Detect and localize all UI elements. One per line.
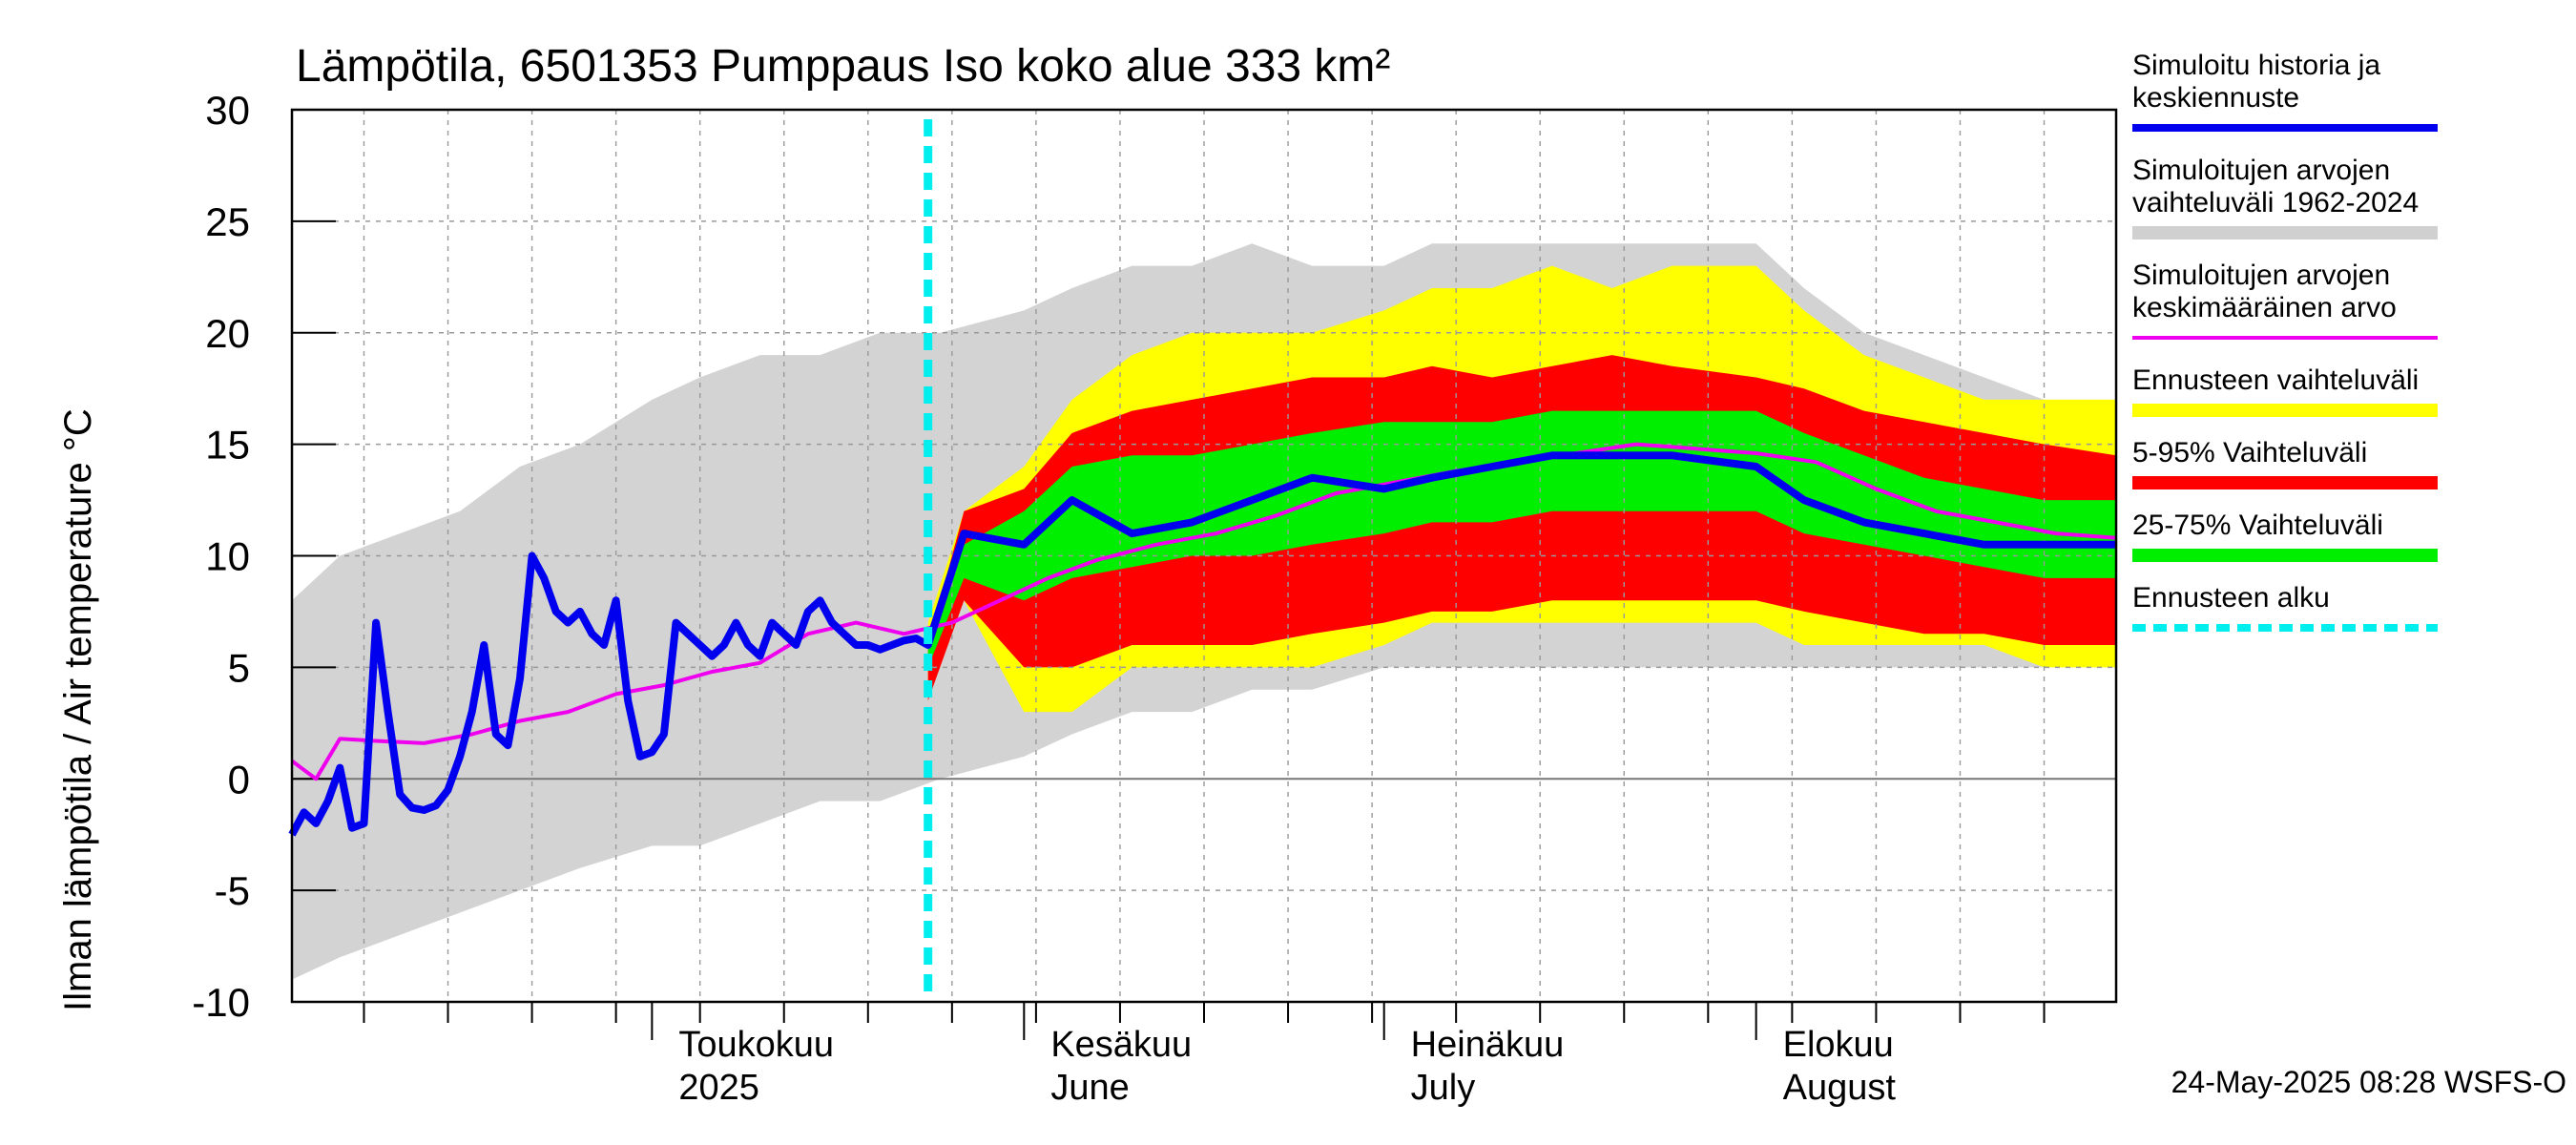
legend-label: 25-75% Vaihteluväli bbox=[2132, 510, 2383, 541]
month-label: Toukokuu bbox=[678, 1025, 834, 1065]
band-25-75 bbox=[927, 410, 2117, 668]
month-sublabel: July bbox=[1411, 1068, 1476, 1108]
legend-label: Simuloitujen arvojen bbox=[2132, 260, 2390, 291]
legend-label: Simuloitujen arvojen bbox=[2132, 155, 2390, 186]
legend-label-2: keskimääräinen arvo bbox=[2132, 292, 2397, 323]
y-tick-label: -5 bbox=[215, 868, 250, 913]
y-axis-label: Ilman lämpötila / Air temperature °C bbox=[57, 408, 99, 1011]
legend-label: 5-95% Vaihteluväli bbox=[2132, 437, 2367, 468]
legend-label-2: keskiennuste bbox=[2132, 82, 2299, 114]
y-tick-label: 5 bbox=[228, 645, 250, 690]
y-tick-label: 30 bbox=[205, 88, 250, 133]
month-label: Kesäkuu bbox=[1050, 1025, 1192, 1065]
y-tick-label: 20 bbox=[205, 311, 250, 356]
legend-label: Simuloitu historia ja bbox=[2132, 50, 2380, 81]
plot-area: -10-5051015202530Toukokuu2025KesäkuuJune… bbox=[192, 88, 2118, 1108]
series-simulated-line bbox=[288, 451, 2116, 837]
legend-label: Ennusteen alku bbox=[2132, 582, 2330, 614]
y-tick-label: 10 bbox=[205, 534, 250, 579]
legend-label: Ennusteen vaihteluväli bbox=[2132, 364, 2419, 396]
timestamp: 24-May-2025 08:28 WSFS-O bbox=[2171, 1065, 2566, 1099]
month-label: Elokuu bbox=[1783, 1025, 1894, 1065]
y-tick-label: 15 bbox=[205, 423, 250, 468]
legend-label-2: vaihteluväli 1962-2024 bbox=[2132, 187, 2419, 219]
chart-title: Lämpötila, 6501353 Pumppaus Iso koko alu… bbox=[296, 41, 1390, 92]
month-sublabel: August bbox=[1783, 1068, 1897, 1108]
plot-frame bbox=[290, 108, 2118, 1004]
month-sublabel: 2025 bbox=[678, 1068, 759, 1108]
y-tick-label: -10 bbox=[192, 980, 250, 1025]
y-tick-label: 25 bbox=[205, 199, 250, 244]
month-sublabel: June bbox=[1050, 1068, 1129, 1108]
month-label: Heinäkuu bbox=[1411, 1025, 1565, 1065]
y-tick-label: 0 bbox=[228, 757, 250, 802]
